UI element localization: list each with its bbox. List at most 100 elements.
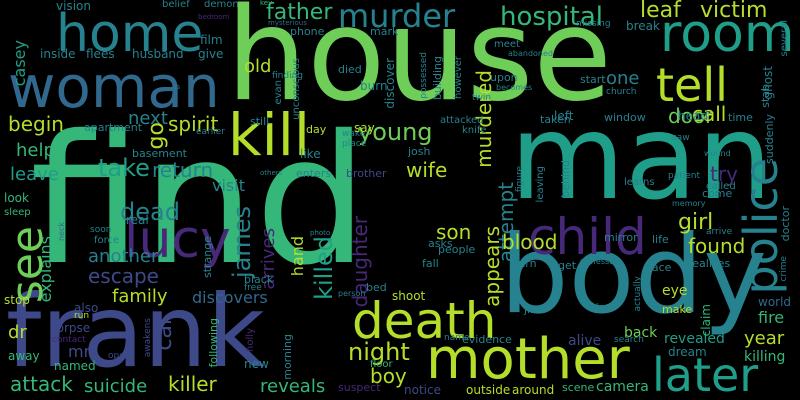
word-memory: memory bbox=[672, 199, 706, 208]
word-killed: killed bbox=[310, 236, 338, 300]
word-girl: girl bbox=[678, 210, 714, 235]
word-hand: hand bbox=[288, 236, 307, 277]
word-tell: tell bbox=[656, 58, 728, 112]
word-possessed: possessed bbox=[419, 52, 429, 99]
word-earlier: earlier bbox=[196, 127, 225, 137]
word-outside: outside bbox=[466, 383, 511, 397]
word-call-label: call bbox=[692, 102, 727, 126]
word-died: died bbox=[338, 63, 362, 76]
word-notice: notice bbox=[404, 383, 441, 397]
word-james: james bbox=[228, 206, 256, 279]
word-called: called bbox=[706, 181, 736, 192]
word-flees: flees bbox=[86, 47, 115, 61]
word-casey: casey bbox=[10, 40, 29, 87]
word-following: following bbox=[207, 318, 220, 368]
word-room: room bbox=[660, 4, 795, 64]
word-death: death bbox=[352, 292, 497, 350]
word-return: return bbox=[152, 158, 214, 182]
word-force: force bbox=[94, 235, 120, 246]
word-get: get bbox=[558, 259, 577, 272]
word-man: man bbox=[510, 88, 773, 226]
word-burn: burn bbox=[360, 79, 388, 93]
word-find: find bbox=[30, 97, 368, 304]
word-leaving: leaving bbox=[535, 166, 546, 203]
word-brother: brother bbox=[346, 167, 387, 180]
word-say: say bbox=[354, 121, 375, 135]
word-others: others bbox=[260, 169, 283, 177]
word-break: break bbox=[626, 19, 660, 33]
word-floor: floor bbox=[370, 359, 393, 370]
word-evan: evan bbox=[273, 80, 284, 105]
word-place: place bbox=[342, 139, 367, 149]
word-enters: enters bbox=[296, 167, 332, 180]
word-wound: wound bbox=[704, 149, 731, 158]
word-behind: behind bbox=[559, 160, 572, 198]
word-becomes: becomes bbox=[496, 83, 533, 92]
word-josh: josh bbox=[408, 145, 431, 158]
word-vision: vision bbox=[56, 0, 91, 13]
word-try: try bbox=[710, 162, 738, 186]
word-take: take bbox=[98, 154, 150, 182]
word-bedroom: bedroom bbox=[198, 13, 230, 21]
word-fall: fall bbox=[422, 257, 439, 270]
word-apartment: apartment bbox=[84, 121, 143, 134]
word-appears: appears bbox=[480, 226, 504, 307]
word-killing: killing bbox=[744, 349, 786, 365]
word-unconscious: unconscious bbox=[291, 58, 302, 120]
word-doctor: doctor bbox=[779, 206, 792, 242]
word-open: open bbox=[108, 351, 131, 361]
word-suicide: suicide bbox=[84, 376, 148, 397]
word-back: back bbox=[624, 325, 658, 341]
word-also: also bbox=[74, 301, 99, 315]
word-several: several bbox=[779, 20, 790, 57]
word-child: child bbox=[528, 208, 647, 266]
word-boy: boy bbox=[370, 364, 407, 388]
word-morning: morning bbox=[281, 334, 294, 380]
word-missing: missing bbox=[576, 19, 611, 29]
word-patient: patient bbox=[668, 171, 701, 181]
word-name: name bbox=[444, 333, 470, 343]
word-year: year bbox=[744, 328, 785, 349]
word-dr: dr bbox=[8, 322, 27, 343]
word-life: life bbox=[652, 233, 669, 246]
word-realizes: realizes bbox=[688, 257, 731, 270]
word-day: day bbox=[306, 123, 327, 136]
word-stop: stop bbox=[4, 293, 30, 307]
word-suspect: suspect bbox=[338, 381, 381, 394]
word-people: people bbox=[438, 243, 476, 256]
word-mark: mark bbox=[370, 25, 399, 38]
word-home: home bbox=[56, 4, 204, 64]
word-soon: soon bbox=[90, 225, 112, 235]
word-leaf: leaf bbox=[640, 0, 681, 23]
word-new: new bbox=[244, 357, 269, 371]
word-dream: dream bbox=[668, 345, 707, 359]
word-professor: professor bbox=[580, 257, 618, 266]
word-black: black bbox=[244, 273, 274, 286]
word-car: car bbox=[152, 316, 177, 351]
word-upon: upon bbox=[490, 71, 518, 84]
word-arrive: arrive bbox=[706, 227, 733, 237]
word-discover: discover bbox=[383, 58, 397, 109]
word-mysterious: mysterious bbox=[268, 19, 307, 27]
word-away: away bbox=[8, 349, 40, 363]
word-discovers: discovers bbox=[192, 288, 268, 307]
word-attack: attack bbox=[10, 372, 73, 396]
word-alive: alive bbox=[568, 333, 602, 349]
word-real: real bbox=[126, 213, 149, 227]
word-lucy: lucy bbox=[124, 210, 231, 270]
word-window: window bbox=[604, 111, 646, 124]
word-like: like bbox=[300, 147, 321, 161]
word-building: building bbox=[431, 56, 444, 101]
word-strange: strange bbox=[201, 236, 214, 279]
word-however: however bbox=[453, 56, 464, 99]
word-mirror: mirror bbox=[604, 231, 638, 244]
word-husband: husband bbox=[132, 47, 184, 61]
word-go: go bbox=[144, 122, 169, 150]
word-begin: begin bbox=[8, 112, 64, 136]
word-still: still bbox=[250, 115, 270, 128]
word-face: face bbox=[648, 261, 672, 274]
word-frank: frank bbox=[6, 273, 265, 390]
word-attacked: attacked bbox=[440, 115, 484, 126]
word-explains: explains bbox=[36, 236, 55, 303]
